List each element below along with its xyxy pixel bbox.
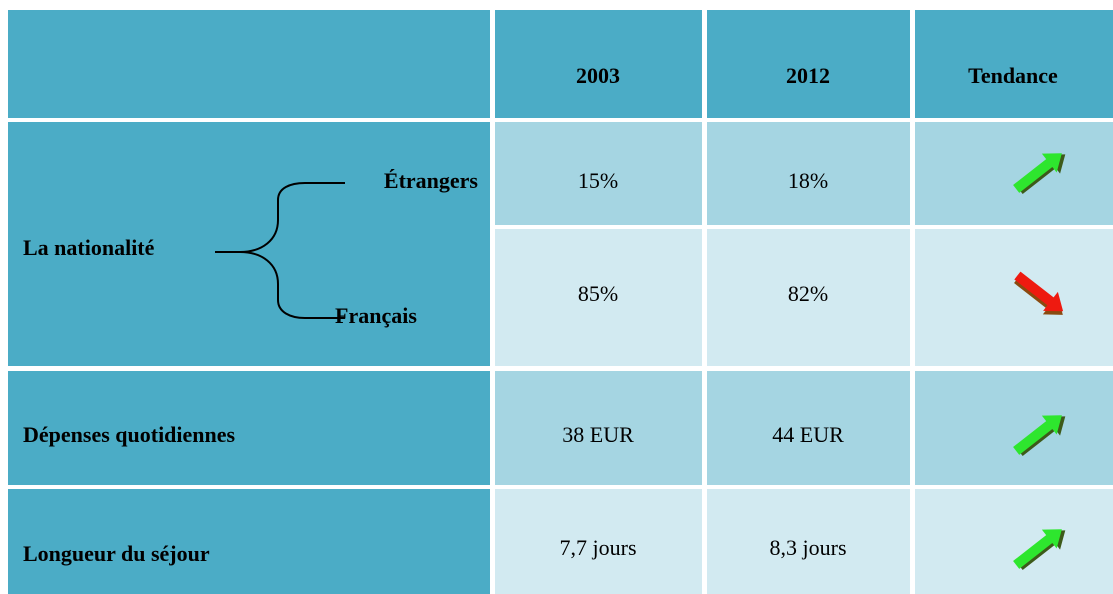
cell	[495, 122, 702, 225]
cell	[707, 122, 910, 225]
trend-up-arrow	[1013, 529, 1066, 570]
row-label-cell	[8, 122, 490, 366]
cell-value: 82%	[788, 281, 828, 306]
cell	[495, 371, 702, 485]
cell	[707, 371, 910, 485]
cell-value: 15%	[578, 168, 618, 193]
trend-up-arrow	[1013, 415, 1066, 456]
sub-label: Étrangers	[384, 168, 479, 193]
cell	[495, 229, 702, 366]
header-cell	[8, 10, 490, 118]
row-label-cell	[8, 489, 490, 594]
brace	[215, 182, 345, 319]
cell-value: 7,7 jours	[560, 535, 637, 560]
cell	[915, 489, 1113, 594]
row-label: La nationalité	[23, 235, 155, 260]
column-header: 2003	[576, 63, 620, 88]
cell-value: 44 EUR	[772, 422, 844, 447]
trend-down-arrow	[1014, 271, 1064, 315]
cell	[495, 489, 702, 594]
row-label: Longueur du séjour	[23, 541, 210, 566]
cell-value: 38 EUR	[562, 422, 634, 447]
header-cell	[915, 10, 1113, 118]
cell-value: 85%	[578, 281, 618, 306]
cells	[8, 10, 1113, 594]
cell	[915, 229, 1113, 366]
cell	[707, 229, 910, 366]
sub-label: Français	[335, 303, 417, 328]
header-cell	[495, 10, 702, 118]
cell-value: 18%	[788, 168, 828, 193]
cell-value: 8,3 jours	[770, 535, 847, 560]
trend-up-arrow	[1013, 153, 1066, 194]
cell	[915, 371, 1113, 485]
column-header: Tendance	[968, 63, 1058, 88]
row-label-cell	[8, 371, 490, 485]
header-cell	[707, 10, 910, 118]
row-label: Dépenses quotidiennes	[23, 422, 236, 447]
cell	[915, 122, 1113, 225]
column-header: 2012	[786, 63, 830, 88]
cell	[707, 489, 910, 594]
